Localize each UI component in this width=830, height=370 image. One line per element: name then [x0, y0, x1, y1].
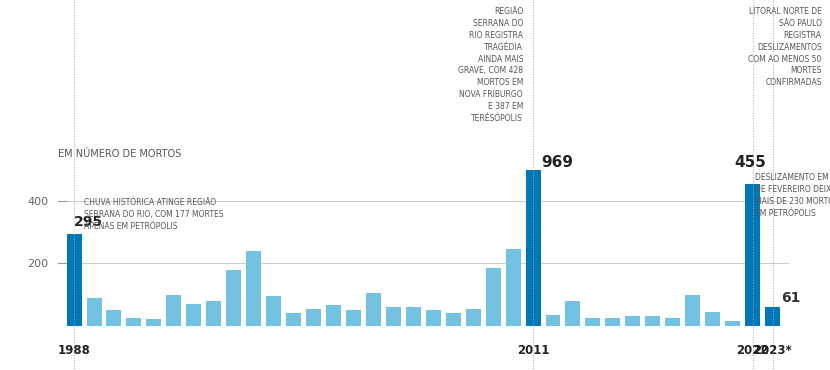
- Bar: [186, 304, 202, 326]
- Bar: [286, 313, 301, 326]
- Text: 2011: 2011: [517, 344, 549, 357]
- Bar: [645, 316, 661, 326]
- Bar: [247, 251, 261, 326]
- Bar: [386, 307, 401, 326]
- Text: LITORAL NORTE DE
SÃO PAULO
REGISTRA
DESLIZAMENTOS
COM AO MENOS 50
MORTES
CONFIRM: LITORAL NORTE DE SÃO PAULO REGISTRA DESL…: [749, 7, 822, 87]
- Bar: [426, 310, 441, 326]
- Bar: [86, 297, 101, 326]
- Bar: [765, 307, 780, 326]
- Bar: [686, 295, 701, 326]
- Bar: [486, 268, 500, 326]
- Bar: [545, 315, 560, 326]
- Bar: [207, 301, 222, 326]
- Text: CHUVA HISTÓRICA ATINGE REGIÃO
SERRANA DO RIO, COM 177 MORTES
APENAS EM PETRÓPOLI: CHUVA HISTÓRICA ATINGE REGIÃO SERRANA DO…: [84, 198, 223, 231]
- Bar: [266, 296, 281, 326]
- Bar: [725, 321, 740, 326]
- Text: EM NÚMERO DE MORTOS: EM NÚMERO DE MORTOS: [58, 149, 181, 159]
- Bar: [585, 318, 600, 326]
- Bar: [706, 312, 720, 326]
- Bar: [146, 319, 161, 326]
- Bar: [466, 309, 481, 326]
- Text: 61: 61: [782, 291, 801, 305]
- Bar: [525, 24, 540, 326]
- Text: 455: 455: [735, 155, 767, 170]
- Bar: [326, 305, 341, 326]
- Text: 969: 969: [541, 155, 573, 170]
- Text: 295: 295: [74, 215, 103, 229]
- Bar: [166, 295, 181, 326]
- Bar: [126, 318, 141, 326]
- Bar: [346, 310, 361, 326]
- Text: DESLIZAMENTO EM 15
DE FEVEREIRO DEIXA
MAIS DE 230 MORTOS
EM PETRÓPOLIS: DESLIZAMENTO EM 15 DE FEVEREIRO DEIXA MA…: [754, 173, 830, 218]
- Bar: [227, 270, 242, 326]
- Bar: [565, 301, 580, 326]
- Bar: [745, 184, 760, 326]
- Text: REGIÃO
SERRANA DO
RIO REGISTRA
TRAGÉDIA
AINDA MAIS
GRAVE, COM 428
MORTOS EM
NOVA: REGIÃO SERRANA DO RIO REGISTRA TRAGÉDIA …: [458, 7, 523, 122]
- Bar: [605, 318, 620, 326]
- Bar: [446, 313, 461, 326]
- Bar: [66, 234, 81, 326]
- Bar: [505, 249, 520, 326]
- Bar: [106, 310, 121, 326]
- Text: 1988: 1988: [57, 344, 90, 357]
- Bar: [666, 318, 681, 326]
- Bar: [366, 293, 381, 326]
- Bar: [406, 307, 421, 326]
- Bar: [625, 316, 640, 326]
- Text: 2023*: 2023*: [753, 344, 792, 357]
- Text: 2022: 2022: [736, 344, 769, 357]
- Bar: [306, 309, 321, 326]
